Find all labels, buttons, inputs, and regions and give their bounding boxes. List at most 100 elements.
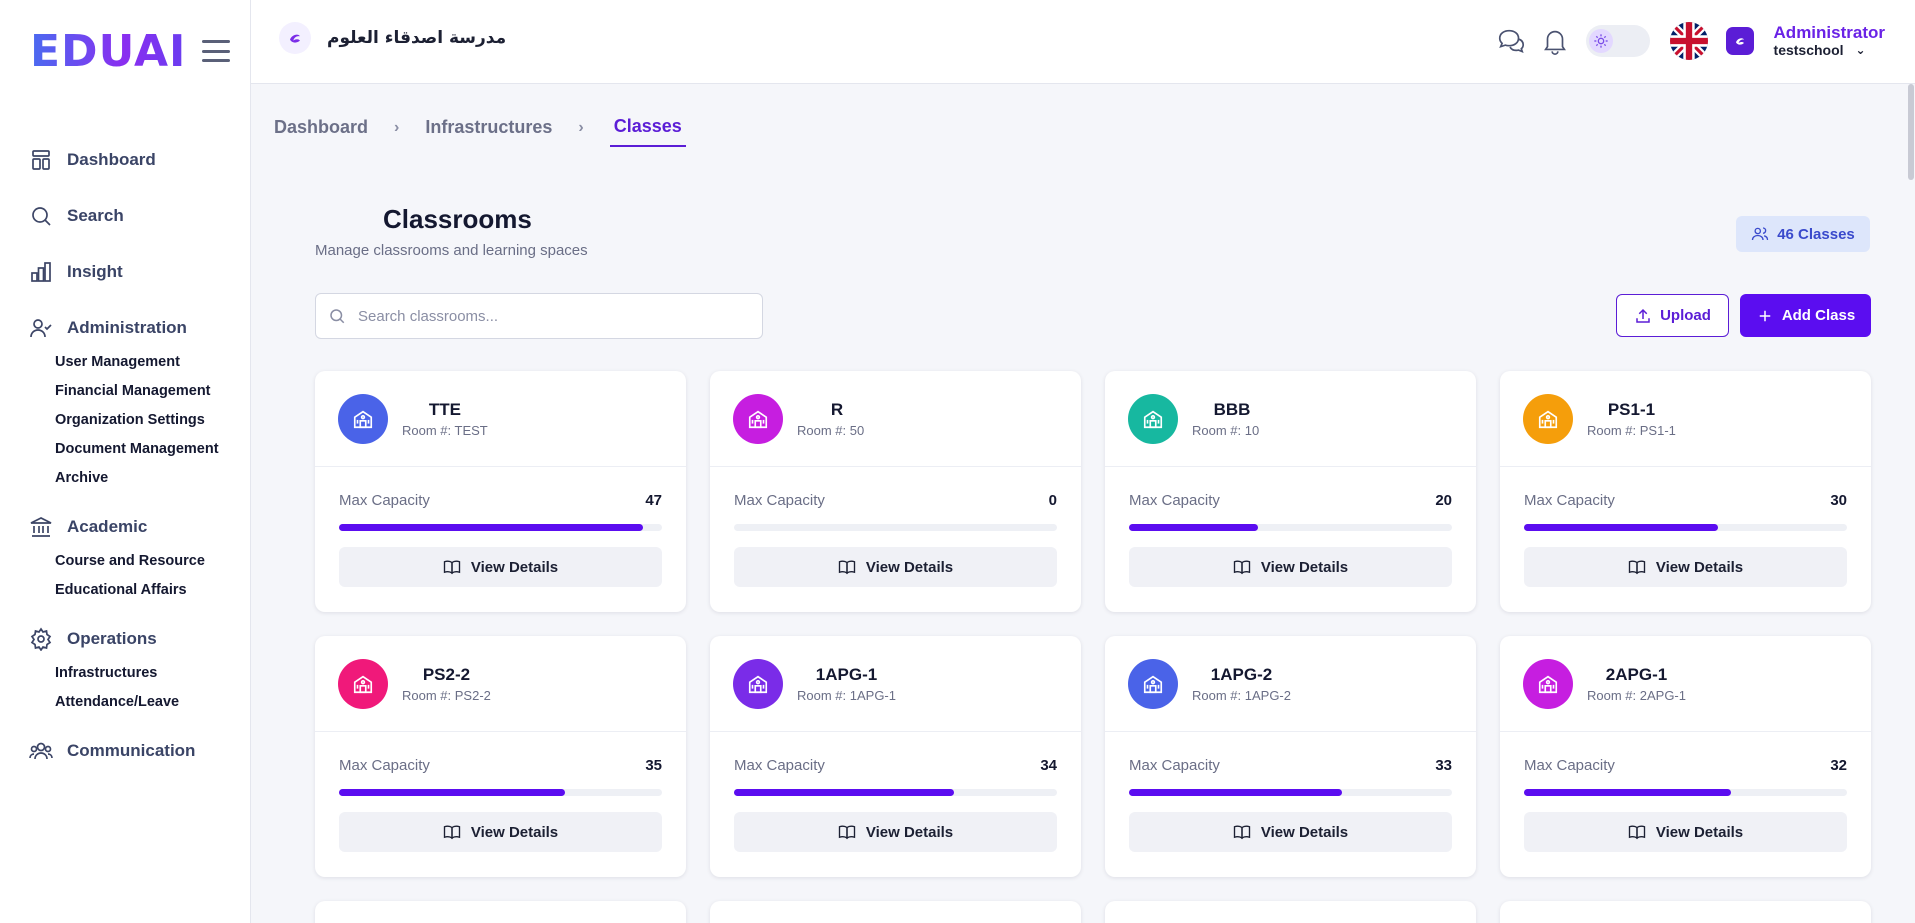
sidebar-item-label: Communication <box>67 741 196 760</box>
sidebar-item-insight[interactable]: Insight <box>0 244 251 300</box>
classroom-card[interactable]: PS2-2 Room #: PS2-2 Max Capacity 35 View… <box>315 636 686 877</box>
classroom-card[interactable] <box>710 901 1081 923</box>
capacity-value: 30 <box>1830 492 1847 509</box>
classroom-card[interactable]: TTE Room #: TEST Max Capacity 47 View De… <box>315 371 686 612</box>
sidebar-subitem-document-management[interactable]: Document Management <box>55 441 219 457</box>
classroom-name: TTE <box>428 399 461 419</box>
book-open-icon <box>838 560 856 575</box>
view-details-button[interactable]: View Details <box>1524 812 1847 852</box>
theme-toggle[interactable] <box>1585 25 1650 57</box>
school-name: مدرسة اصدقاء العلوم <box>327 28 507 48</box>
admin-avatar[interactable] <box>1725 27 1754 55</box>
page-scrollbar[interactable] <box>1907 84 1915 184</box>
school-building-icon <box>748 410 768 428</box>
classroom-info: BBB Room #: 10 <box>1192 400 1272 438</box>
chart-icon <box>31 262 51 282</box>
classroom-card[interactable] <box>315 901 686 923</box>
capacity-bar-fill <box>339 789 566 796</box>
view-details-button[interactable]: View Details <box>1129 812 1452 852</box>
capacity-value: 20 <box>1435 492 1452 509</box>
search-input[interactable] <box>358 307 738 325</box>
classroom-room-number: Room #: TEST <box>402 422 488 438</box>
classroom-card[interactable]: R Room #: 50 Max Capacity 0 View Details <box>710 371 1081 612</box>
classroom-name: 1APG-1 <box>815 664 878 684</box>
sidebar-item-label: Dashboard <box>67 150 156 169</box>
view-details-button[interactable]: View Details <box>734 812 1057 852</box>
capacity-bar-fill <box>339 524 643 531</box>
bell-icon[interactable] <box>1538 24 1572 58</box>
capacity-value: 47 <box>645 492 662 509</box>
book-open-icon <box>1628 825 1646 840</box>
upload-button[interactable]: Upload <box>1616 294 1729 337</box>
sidebar-item-communication[interactable]: Communication <box>0 723 251 779</box>
sidebar-subitem-organization-settings[interactable]: Organization Settings <box>55 412 205 428</box>
search-box <box>315 293 763 339</box>
school-building-icon <box>1538 675 1558 693</box>
sidebar-item-label: Operations <box>67 629 157 648</box>
sidebar-item-operations[interactable]: Operations <box>0 611 251 667</box>
classroom-card[interactable]: 2APG-1 Room #: 2APG-1 Max Capacity 32 Vi… <box>1500 636 1871 877</box>
capacity-row: Max Capacity 34 <box>734 757 1057 774</box>
uk-flag-icon[interactable] <box>1669 22 1708 60</box>
chevron-right-icon: › <box>578 118 584 136</box>
upload-icon <box>1636 308 1650 323</box>
book-open-icon <box>1233 560 1251 575</box>
view-details-button[interactable]: View Details <box>734 547 1057 587</box>
classroom-card[interactable] <box>1105 901 1476 923</box>
classroom-card[interactable]: BBB Room #: 10 Max Capacity 20 View Deta… <box>1105 371 1476 612</box>
school-info: مدرسة اصدقاء العلوم <box>279 22 506 54</box>
classroom-name: PS2-2 <box>422 664 471 684</box>
admin-org-label: testschool <box>1773 41 1844 58</box>
classroom-card[interactable]: PS1-1 Room #: PS1-1 Max Capacity 30 View… <box>1500 371 1871 612</box>
classroom-avatar <box>733 393 783 444</box>
classroom-card[interactable]: 1APG-2 Room #: 1APG-2 Max Capacity 33 Vi… <box>1105 636 1476 877</box>
view-details-button[interactable]: View Details <box>339 547 662 587</box>
breadcrumb-dashboard[interactable]: Dashboard <box>274 117 369 137</box>
capacity-row: Max Capacity 35 <box>339 757 662 774</box>
view-details-label: View Details <box>1260 558 1349 576</box>
sidebar-subitem-course-resource[interactable]: Course and Resource <box>55 553 205 569</box>
classroom-card[interactable]: 1APG-1 Room #: 1APG-1 Max Capacity 34 Vi… <box>710 636 1081 877</box>
school-logo-icon <box>279 22 311 54</box>
search-icon <box>32 207 51 226</box>
sidebar-subitem-attendance-leave[interactable]: Attendance/Leave <box>55 694 180 710</box>
classroom-room-number: Room #: 1APG-1 <box>797 687 896 703</box>
sidebar-item-academic[interactable]: Academic <box>0 499 251 555</box>
view-details-button[interactable]: View Details <box>1524 547 1847 587</box>
sidebar-item-dashboard[interactable]: Dashboard <box>0 132 251 188</box>
sidebar-subitem-user-management[interactable]: User Management <box>55 354 180 370</box>
sidebar-item-label: Administration <box>67 318 187 337</box>
classroom-info: PS2-2 Room #: PS2-2 <box>402 665 491 703</box>
view-details-label: View Details <box>865 823 954 841</box>
classroom-room-number: Room #: PS1-1 <box>1587 422 1676 438</box>
sidebar-subitem-archive[interactable]: Archive <box>55 470 109 486</box>
admin-name: Administrator <box>1773 22 1885 42</box>
classroom-room-number: Room #: 50 <box>797 422 865 438</box>
sidebar-item-search[interactable]: Search <box>0 188 251 244</box>
sidebar-subitem-educational-affairs[interactable]: Educational Affairs <box>55 582 187 598</box>
capacity-bar-fill <box>1524 789 1731 796</box>
view-details-button[interactable]: View Details <box>1129 547 1452 587</box>
capacity-label: Max Capacity <box>1129 757 1220 774</box>
add-class-button[interactable]: Add Class <box>1740 294 1871 337</box>
account-menu[interactable]: Administrator testschool ⌄ <box>1773 22 1885 58</box>
classroom-name: BBB <box>1213 399 1251 419</box>
view-details-label: View Details <box>1655 558 1744 576</box>
capacity-bar <box>734 524 1057 531</box>
breadcrumb-infrastructures[interactable]: Infrastructures <box>425 117 553 137</box>
sidebar-subitem-financial-management[interactable]: Financial Management <box>55 383 211 399</box>
chat-icon[interactable] <box>1494 24 1528 58</box>
classroom-info: 1APG-2 Room #: 1APG-2 <box>1192 665 1291 703</box>
classroom-card[interactable] <box>1500 901 1871 923</box>
breadcrumb-classes[interactable]: Classes <box>609 116 686 147</box>
menu-toggle-icon[interactable] <box>202 40 230 62</box>
chevron-down-icon: ⌄ <box>1855 42 1866 57</box>
school-building-icon <box>748 675 768 693</box>
app-logo[interactable]: EDUAI <box>30 25 187 77</box>
view-details-button[interactable]: View Details <box>339 812 662 852</box>
sidebar-item-administration[interactable]: Administration <box>0 300 251 356</box>
sidebar-subitem-infrastructures[interactable]: Infrastructures <box>55 665 158 681</box>
capacity-bar <box>734 789 1057 796</box>
capacity-bar-fill <box>1129 524 1259 531</box>
classroom-name: R <box>830 399 844 419</box>
